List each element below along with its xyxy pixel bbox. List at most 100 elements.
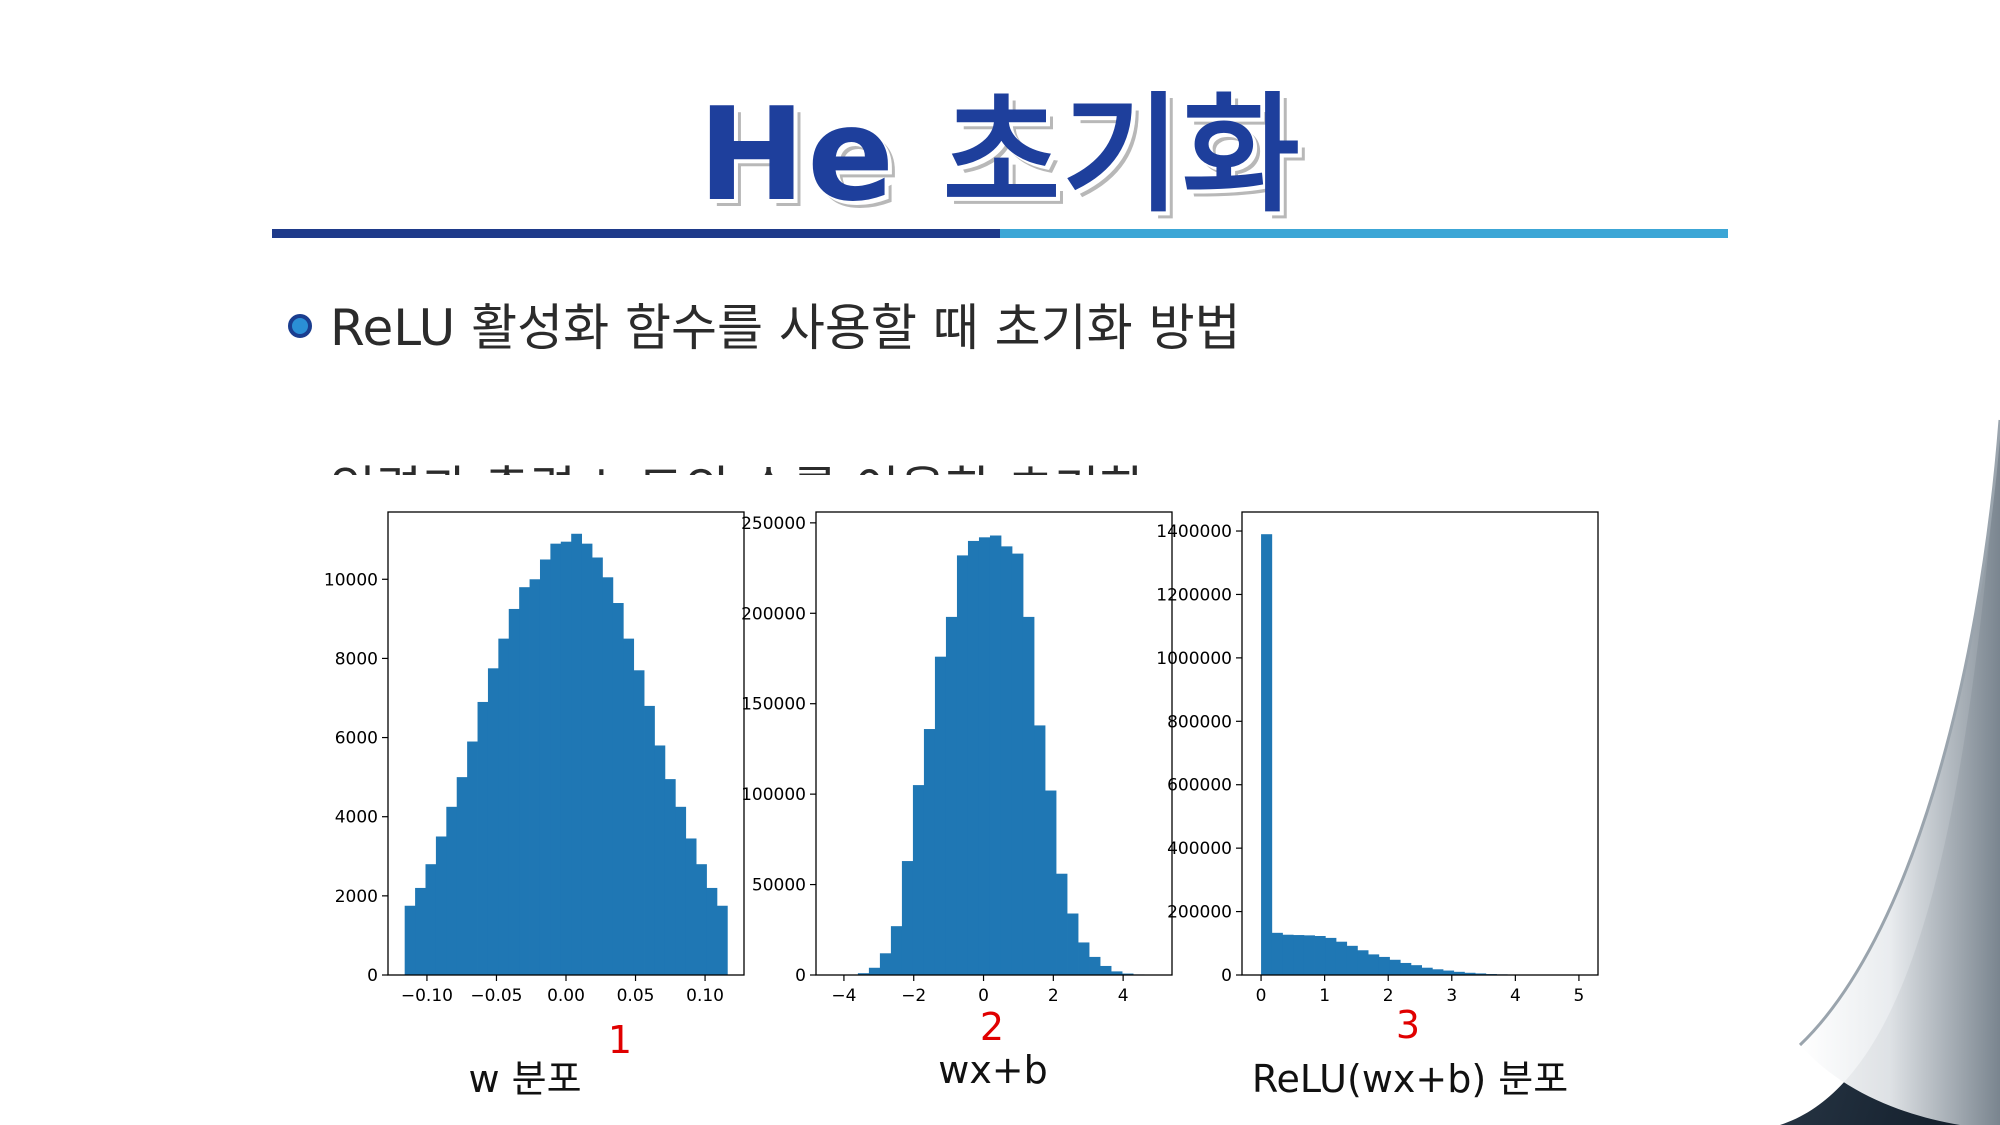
y-tick-label-2-2: 100000 bbox=[741, 785, 806, 805]
histogram-bar-2-23 bbox=[1111, 971, 1123, 975]
histogram-bar-2-5 bbox=[912, 785, 925, 975]
histogram-bar-2-21 bbox=[1089, 956, 1101, 975]
histogram-bar-3-6 bbox=[1325, 937, 1337, 975]
histogram-bar-2-8 bbox=[945, 616, 958, 975]
page-curl-decoration bbox=[1780, 419, 2000, 1125]
caption-number-2: 2 bbox=[979, 1005, 1005, 1049]
y-tick-label-1-5: 10000 bbox=[324, 570, 378, 590]
histogram-bar-1-13 bbox=[539, 559, 551, 975]
histogram-bar-2-0 bbox=[857, 973, 870, 975]
histogram-bar-2-2 bbox=[879, 953, 892, 975]
histogram-bar-1-11 bbox=[519, 587, 530, 975]
x-tick-label-1-0: −0.10 bbox=[401, 986, 453, 1006]
histogram-bar-1-16 bbox=[571, 533, 583, 975]
histogram-bar-2-15 bbox=[1022, 616, 1035, 975]
x-tick-label-2-2: 0 bbox=[978, 986, 989, 1006]
y-tick-label-2-1: 50000 bbox=[752, 876, 806, 896]
chart-frame-2 bbox=[815, 511, 1173, 976]
histogram-bar-1-14 bbox=[550, 543, 562, 975]
x-tick-label-3-3: 3 bbox=[1446, 986, 1457, 1006]
histogram-bar-3-2 bbox=[1282, 934, 1294, 975]
histogram-bar-1-6 bbox=[467, 741, 478, 975]
histogram-bar-3-11 bbox=[1378, 956, 1390, 975]
y-tick-label-1-0: 0 bbox=[367, 966, 378, 986]
y-tick-label-3-7: 1400000 bbox=[1156, 522, 1232, 542]
histogram-bar-2-1 bbox=[868, 967, 881, 975]
histogram-bar-2-4 bbox=[901, 861, 914, 975]
histogram-bar-1-17 bbox=[581, 543, 593, 975]
caption-wx-b: wx+b bbox=[938, 1048, 1048, 1092]
histogram-bar-2-24 bbox=[1122, 973, 1134, 975]
x-tick-label-1-1: −0.05 bbox=[470, 986, 522, 1006]
histogram-bar-1-19 bbox=[602, 577, 614, 975]
histogram-bar-1-24 bbox=[654, 745, 666, 975]
x-tick-label-1-3: 0.05 bbox=[617, 986, 655, 1006]
caption-w-distribution: w 분포 bbox=[468, 1057, 582, 1101]
histogram-bar-1-26 bbox=[675, 806, 687, 975]
y-tick-label-2-3: 150000 bbox=[741, 695, 806, 715]
histogram-bar-1-1 bbox=[415, 887, 426, 975]
histogram-bar-1-8 bbox=[487, 668, 499, 975]
histogram-bar-1-23 bbox=[644, 705, 655, 975]
histogram-bar-3-3 bbox=[1293, 935, 1305, 975]
histogram-bar-3-0 bbox=[1261, 534, 1273, 975]
histogram-bar-2-18 bbox=[1056, 873, 1068, 975]
histogram-bar-1-4 bbox=[446, 806, 458, 975]
histogram-bar-2-16 bbox=[1034, 725, 1046, 975]
bullet-clipped: 입력과 출력 노드의 수를 이용한 초기화 bbox=[270, 440, 1270, 475]
y-tick-label-3-4: 800000 bbox=[1167, 712, 1232, 732]
histogram-bar-3-12 bbox=[1389, 959, 1401, 975]
bullet-text-fan: 입력과 출력 노드의 수를 이용한 초기화 bbox=[330, 450, 1145, 475]
histogram-bar-3-20 bbox=[1475, 973, 1487, 975]
y-tick-label-3-1: 200000 bbox=[1167, 903, 1232, 923]
histogram-bar-1-28 bbox=[696, 864, 707, 975]
histogram-bar-2-14 bbox=[1011, 553, 1024, 975]
x-tick-label-3-5: 5 bbox=[1574, 986, 1585, 1006]
histogram-bar-2-6 bbox=[923, 729, 936, 975]
histogram-bar-2-9 bbox=[956, 555, 969, 975]
histogram-bar-3-1 bbox=[1271, 932, 1283, 975]
y-tick-label-2-0: 0 bbox=[795, 966, 806, 986]
x-tick-label-3-0: 0 bbox=[1256, 986, 1267, 1006]
histogram-bar-3-10 bbox=[1368, 954, 1380, 975]
histogram-bar-2-17 bbox=[1045, 790, 1057, 975]
histogram-bar-1-29 bbox=[706, 887, 718, 975]
y-tick-label-3-3: 600000 bbox=[1167, 776, 1232, 796]
y-tick-label-2-5: 250000 bbox=[741, 514, 806, 534]
histogram-bar-3-17 bbox=[1442, 970, 1455, 975]
histogram-bar-1-9 bbox=[498, 638, 510, 975]
y-tick-label-1-3: 6000 bbox=[335, 729, 378, 749]
y-tick-label-1-4: 8000 bbox=[335, 649, 378, 669]
histogram-bar-3-18 bbox=[1453, 971, 1465, 975]
histogram-bar-2-19 bbox=[1067, 913, 1079, 975]
slide-title: He 초기화 bbox=[698, 81, 1302, 230]
histogram-bar-1-12 bbox=[529, 579, 541, 975]
y-tick-label-1-2: 4000 bbox=[335, 808, 378, 828]
bullet-text-relu: ReLU 활성화 함수를 사용할 때 초기화 방법 bbox=[330, 299, 1241, 357]
histogram-bar-1-3 bbox=[435, 836, 447, 975]
histogram-bar-2-12 bbox=[989, 535, 1002, 975]
caption-number-1: 1 bbox=[607, 1018, 633, 1062]
y-tick-label-3-6: 1200000 bbox=[1156, 585, 1232, 605]
y-tick-label-3-5: 1000000 bbox=[1156, 649, 1232, 669]
histogram-bar-2-7 bbox=[934, 656, 947, 975]
histogram-bar-2-3 bbox=[890, 926, 903, 975]
y-tick-label-3-2: 400000 bbox=[1167, 839, 1232, 859]
histogram-bar-1-20 bbox=[612, 603, 624, 975]
histogram-bar-2-13 bbox=[1000, 546, 1013, 975]
histogram-bar-3-5 bbox=[1314, 935, 1326, 975]
caption-number-3: 3 bbox=[1395, 1003, 1421, 1047]
histogram-bar-1-21 bbox=[623, 638, 635, 975]
histogram-bar-3-9 bbox=[1357, 950, 1369, 975]
histogram-bar-2-11 bbox=[978, 537, 991, 975]
x-tick-label-3-4: 4 bbox=[1510, 986, 1521, 1006]
histogram-bar-1-5 bbox=[456, 777, 468, 975]
chart-frame-3 bbox=[1241, 511, 1599, 976]
histogram-bar-3-14 bbox=[1410, 965, 1422, 975]
y-tick-label-2-4: 200000 bbox=[741, 604, 806, 624]
histogram-bar-1-7 bbox=[477, 701, 489, 975]
title-underline-light bbox=[1000, 229, 1728, 238]
histogram-bar-1-22 bbox=[633, 670, 645, 975]
histogram-bar-3-15 bbox=[1421, 967, 1433, 975]
